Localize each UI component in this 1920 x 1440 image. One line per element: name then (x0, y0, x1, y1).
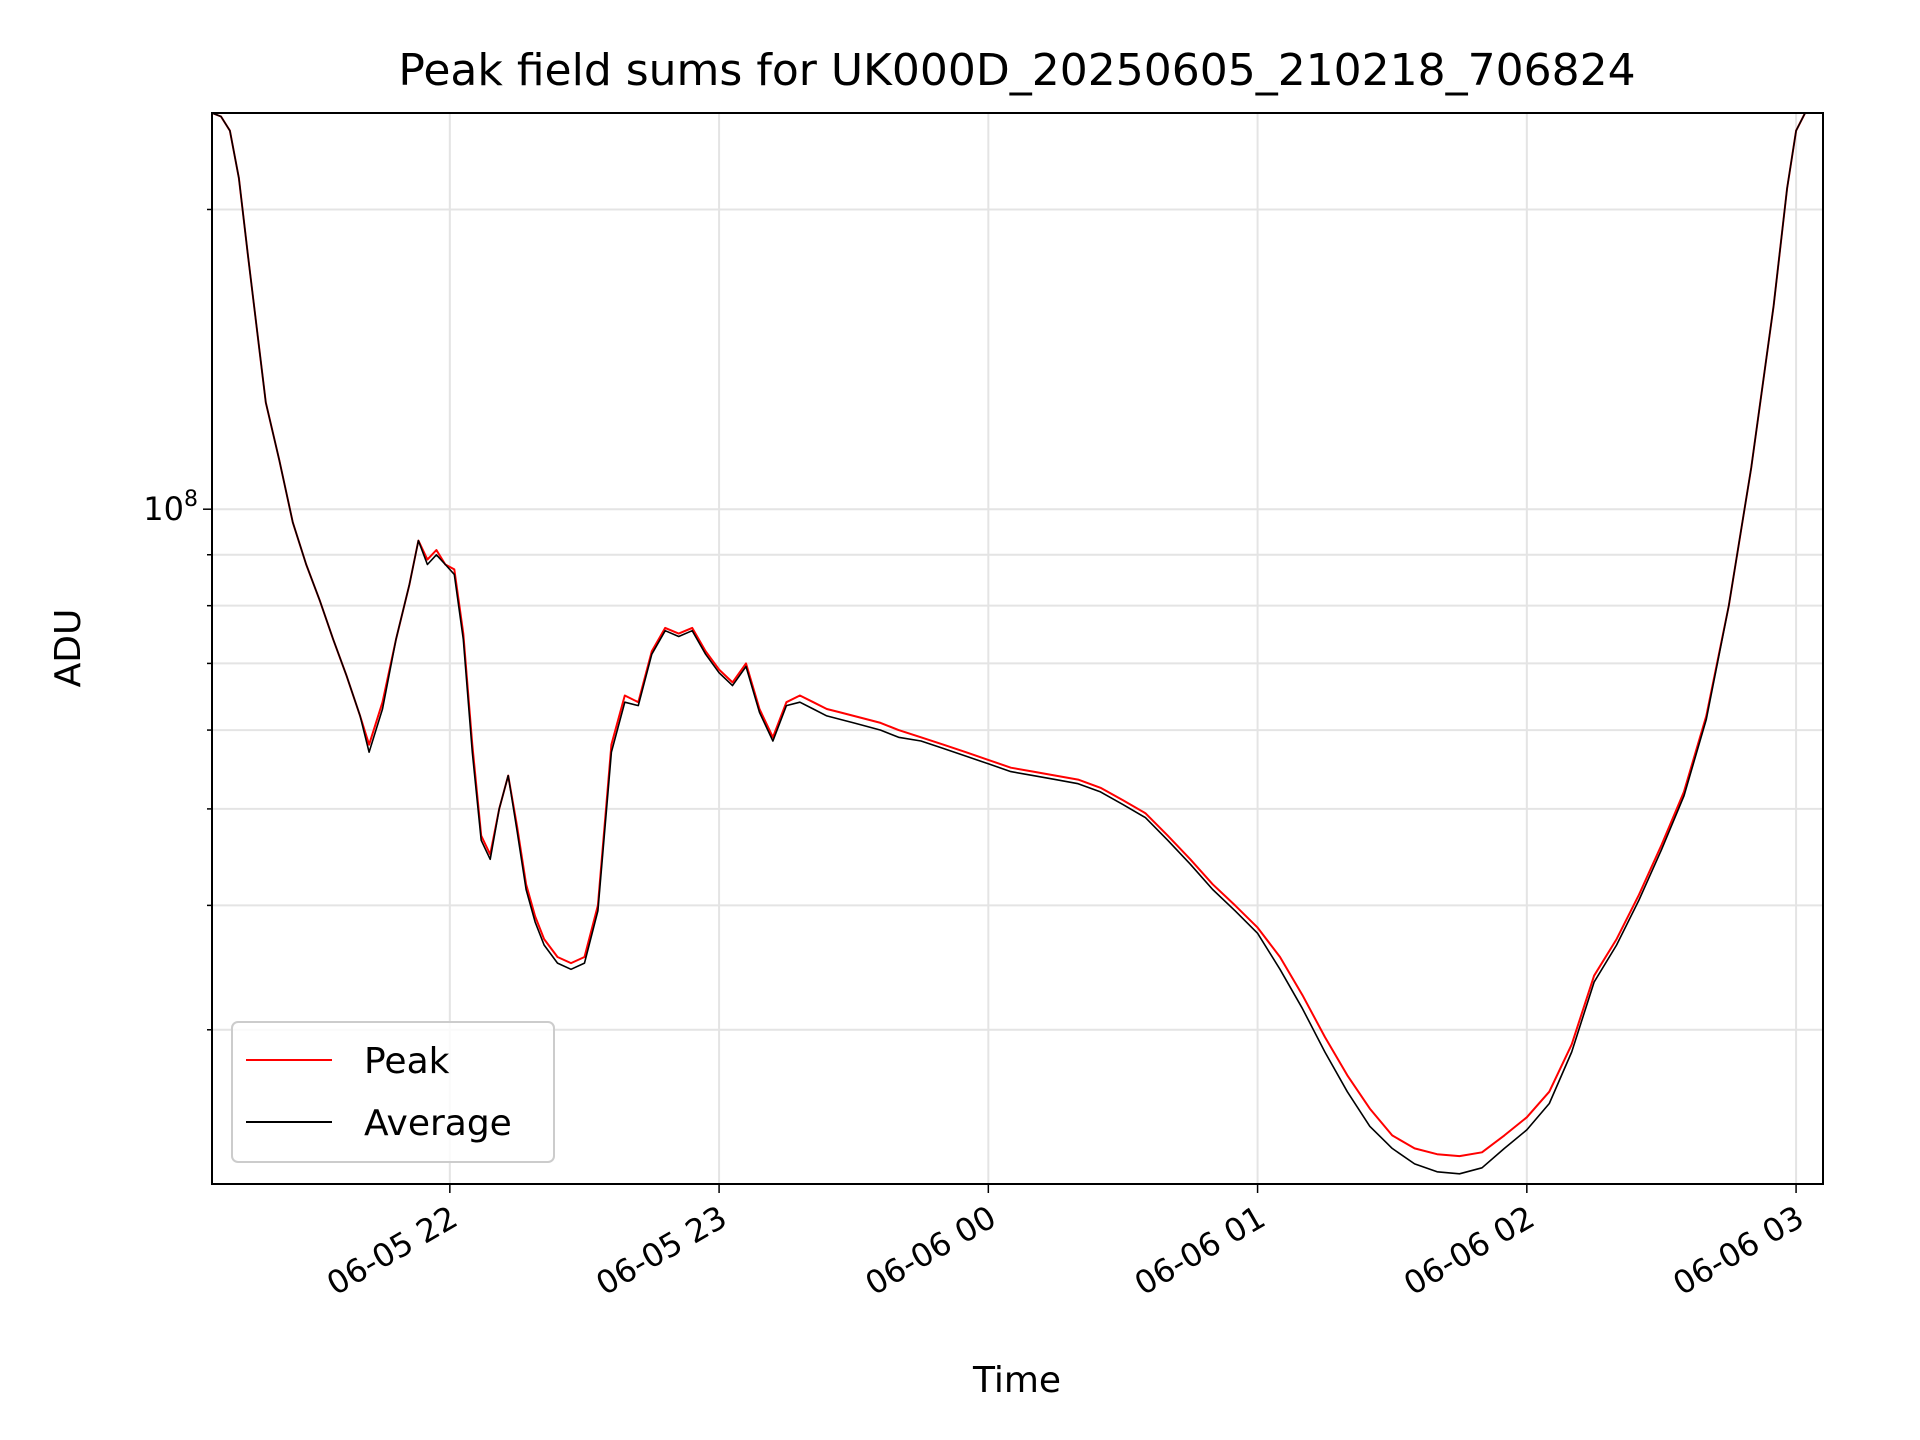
legend-label-average: Average (364, 1103, 512, 1144)
y-axis-ticks: 108 (143, 208, 212, 1031)
x-axis-label: Time (972, 1360, 1061, 1401)
legend-label-peak: Peak (364, 1041, 450, 1082)
y-tick-label: 108 (143, 487, 198, 528)
legend-box (231, 1021, 555, 1163)
series-line-average (211, 112, 1823, 1175)
y-axis-label: ADU (48, 609, 89, 688)
chart-title: Peak field sums for UK000D_20250605_2102… (398, 45, 1635, 96)
legend: Peak Average (231, 1021, 555, 1163)
series-layer (211, 112, 1823, 1175)
grid (212, 113, 1823, 1184)
plot-frame (211, 112, 1824, 1185)
